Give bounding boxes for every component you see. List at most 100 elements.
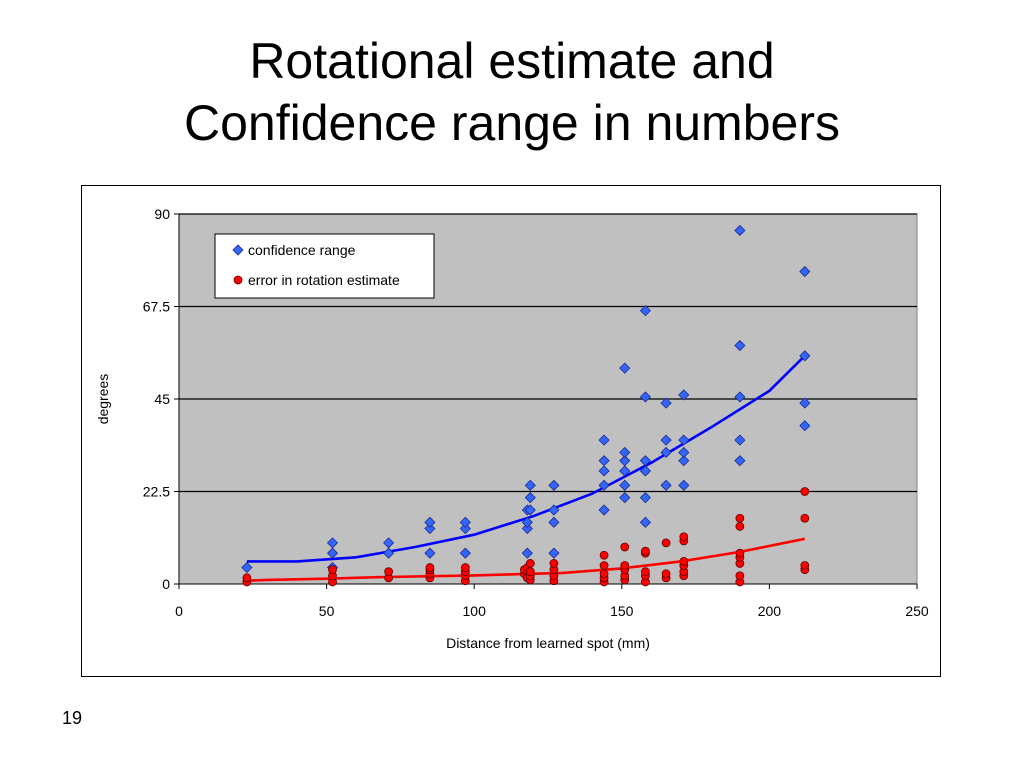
data-point-confidence [799, 397, 811, 409]
data-point-error [620, 561, 630, 570]
trendline-0 [246, 354, 806, 563]
data-point-confidence [734, 434, 746, 446]
page-number: 19 [62, 708, 83, 728]
data-point-error [599, 550, 609, 560]
data-point-confidence [734, 391, 746, 403]
data-point-confidence [660, 397, 672, 409]
data-point-confidence [639, 391, 651, 403]
data-point-confidence [383, 537, 395, 549]
data-point-confidence [734, 224, 746, 237]
chart-frame: 0 22.5 45 67.5 90 0 50 100 150 200 250 Distance fro… [81, 185, 941, 677]
data-point-confidence [548, 547, 560, 559]
data-point-confidence [548, 516, 560, 528]
data-point-confidence [598, 434, 610, 446]
data-point-confidence [619, 465, 631, 477]
data-point-error [599, 561, 609, 570]
data-point-confidence [521, 516, 533, 528]
data-point-confidence [660, 434, 672, 446]
data-point-confidence [548, 504, 560, 516]
data-point-confidence [660, 479, 672, 491]
x-tick-label: 200 [758, 603, 782, 619]
data-point-confidence [424, 522, 436, 535]
title-line-2: Confidence range in numbers [184, 95, 840, 151]
y-tick-label: 0 [162, 576, 170, 592]
data-point-confidence [524, 504, 536, 516]
data-point-error [800, 513, 810, 523]
data-point-confidence [734, 455, 746, 467]
data-point-confidence [521, 522, 533, 535]
data-point-confidence [548, 479, 560, 491]
y-tick-label: 45 [154, 391, 170, 407]
data-point-error [735, 513, 745, 523]
y-tick-label: 22.5 [143, 484, 170, 500]
scatter-chart: 0 22.5 45 67.5 90 0 50 100 150 200 250 Distance fro… [95, 206, 929, 651]
data-point-confidence [678, 446, 690, 459]
data-point-confidence [241, 561, 253, 574]
data-point-confidence [619, 455, 631, 467]
data-point-confidence [639, 516, 651, 528]
data-point-confidence [598, 479, 610, 491]
data-point-error [641, 567, 650, 577]
data-point-confidence [459, 547, 471, 559]
data-point-error [679, 556, 689, 566]
data-point-confidence [598, 504, 610, 516]
data-point-confidence [678, 455, 690, 467]
data-point-confidence [678, 434, 690, 446]
data-point-error [425, 563, 435, 572]
data-point-confidence [326, 547, 339, 559]
data-point-confidence [424, 547, 436, 559]
data-point-confidence [799, 350, 811, 362]
data-point-confidence [524, 492, 536, 504]
trendline-1 [246, 537, 806, 582]
data-point-confidence [326, 537, 339, 549]
x-tick-label: 150 [610, 603, 634, 619]
x-tick-label: 50 [319, 603, 335, 619]
data-point-confidence [660, 446, 672, 459]
x-tick-label: 0 [175, 603, 183, 619]
data-point-confidence [734, 339, 746, 352]
data-point-confidence [678, 479, 690, 491]
data-point-confidence [459, 516, 471, 528]
data-point-error [525, 567, 535, 577]
data-point-confidence [524, 479, 536, 491]
data-point-confidence [619, 479, 631, 491]
data-point-error [328, 565, 337, 575]
data-point-confidence [619, 446, 631, 459]
x-tick-label: 100 [463, 603, 487, 619]
data-point-confidence [424, 516, 436, 528]
data-point-error [525, 559, 535, 568]
slide-title: Rotational estimate and Confidence range… [0, 30, 1024, 154]
data-point-confidence [639, 305, 651, 317]
legend-label: error in rotation estimate [248, 272, 400, 288]
data-point-error [800, 487, 810, 496]
data-point-confidence [619, 492, 631, 504]
data-point-confidence [598, 465, 610, 477]
data-point-error [620, 542, 630, 552]
data-point-error [735, 522, 745, 531]
data-point-error [641, 546, 650, 556]
data-point-confidence [598, 455, 610, 467]
legend-label: confidence range [248, 242, 356, 258]
data-point-error [735, 548, 745, 558]
data-point-confidence [383, 547, 395, 559]
data-point-confidence [639, 492, 651, 504]
legend-marker-confidence [232, 244, 244, 256]
x-axis-title: Distance from learned spot (mm) [446, 635, 650, 651]
data-point-confidence [521, 547, 533, 559]
data-point-error [384, 567, 393, 577]
data-point-error [679, 532, 689, 542]
legend-marker-error [233, 275, 243, 285]
data-point-confidence [799, 265, 811, 278]
data-point-confidence [639, 455, 651, 467]
y-tick-label: 67.5 [143, 299, 170, 315]
data-point-confidence [459, 522, 471, 535]
title-line-1: Rotational estimate and [249, 33, 775, 89]
x-tick-label: 250 [905, 603, 929, 619]
data-point-error [599, 569, 609, 579]
data-point-error [661, 538, 671, 548]
data-point-error [242, 573, 252, 583]
data-point-confidence [619, 362, 631, 374]
data-point-error [460, 563, 470, 572]
data-point-error [800, 561, 810, 570]
data-point-confidence [678, 389, 690, 401]
